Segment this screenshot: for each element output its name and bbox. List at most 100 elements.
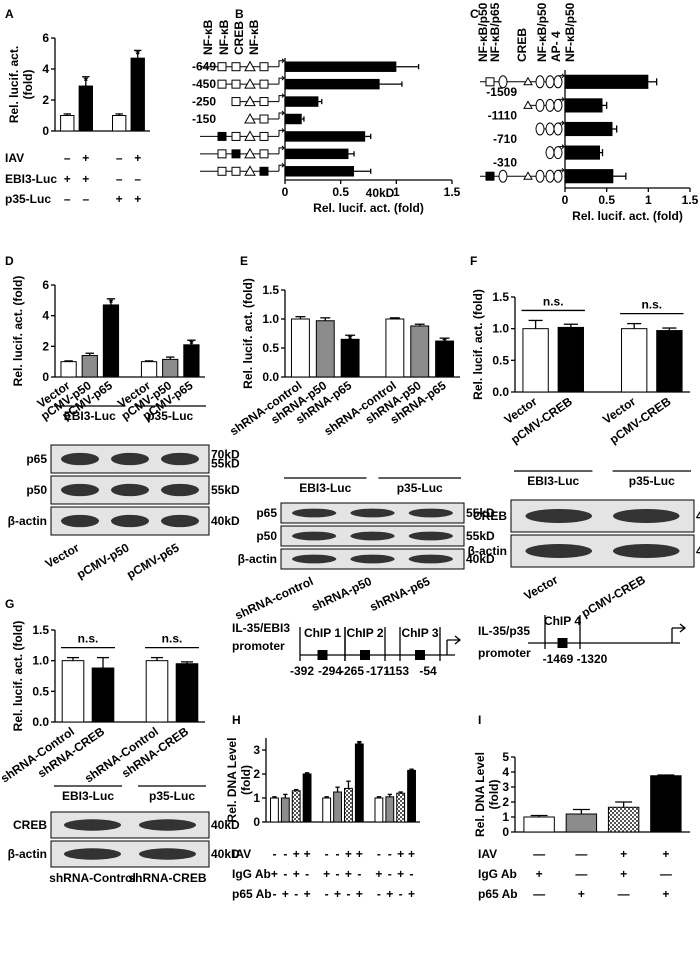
sign: - bbox=[410, 867, 414, 881]
site-box bbox=[259, 149, 269, 159]
x-tick-label: 0.5 bbox=[332, 185, 349, 199]
sign: - bbox=[336, 847, 340, 861]
panel-label: H bbox=[232, 713, 241, 727]
blot-band bbox=[408, 531, 454, 541]
promoter-title: IL-35/EBI3 bbox=[232, 621, 290, 635]
y-axis-label: Rel. DNA Level bbox=[473, 752, 487, 837]
x-tick-label: 1 bbox=[393, 185, 400, 199]
blot-marker: 55kD bbox=[211, 483, 240, 497]
bar bbox=[78, 85, 93, 132]
bar bbox=[60, 361, 77, 378]
bar bbox=[285, 148, 349, 160]
y-tick-label: 1.5 bbox=[262, 283, 279, 297]
sign: + bbox=[408, 887, 415, 901]
sign: + bbox=[356, 887, 363, 901]
site-triangle bbox=[244, 165, 256, 176]
bar bbox=[91, 667, 115, 723]
blot-band bbox=[161, 483, 199, 497]
significance-label: n.s. bbox=[78, 632, 99, 646]
lane-label: pCMV-p50 bbox=[74, 540, 132, 581]
row-label: -450 bbox=[192, 77, 216, 91]
site-oval bbox=[545, 146, 555, 160]
group-label: EBI3-Luc bbox=[64, 409, 116, 423]
sign-row-label: IgG Ab bbox=[232, 867, 271, 881]
sign: + bbox=[293, 867, 300, 881]
bar bbox=[145, 660, 169, 723]
sign: + bbox=[134, 192, 141, 206]
bar bbox=[285, 78, 380, 90]
construct-arrow bbox=[278, 75, 285, 85]
sign: + bbox=[293, 847, 300, 861]
site-box bbox=[231, 149, 241, 159]
site-triangle bbox=[244, 112, 256, 124]
x-tick-label: 1.5 bbox=[444, 185, 461, 199]
site-oval bbox=[545, 122, 555, 136]
site-oval bbox=[535, 122, 545, 136]
sign: – bbox=[64, 192, 71, 206]
y-tick-label: 0 bbox=[253, 815, 260, 829]
y-tick-label: 6 bbox=[42, 31, 49, 45]
site-oval bbox=[545, 169, 555, 183]
site-oval bbox=[553, 146, 563, 160]
blot-band bbox=[408, 508, 454, 518]
position-label: -171 bbox=[366, 664, 390, 678]
binding-site bbox=[317, 650, 328, 660]
sign: — bbox=[533, 887, 545, 901]
bar bbox=[290, 318, 310, 378]
panel-label: F bbox=[470, 254, 477, 268]
lane-label: shRNA-CREB bbox=[129, 871, 207, 885]
construct-arrow bbox=[278, 58, 285, 67]
blot-row-label: CREB bbox=[13, 818, 47, 832]
chip-label: ChIP 2 bbox=[346, 626, 383, 640]
site-box bbox=[231, 62, 241, 72]
significance-label: n.s. bbox=[162, 632, 183, 646]
bar bbox=[396, 792, 406, 823]
sign: + bbox=[116, 192, 123, 206]
blot-band bbox=[64, 819, 121, 831]
site-label: CREB bbox=[232, 21, 246, 55]
sign-row-label: IAV bbox=[232, 847, 251, 861]
site-oval bbox=[545, 98, 555, 112]
panel-label: B bbox=[235, 7, 244, 21]
x-tick-label: 0 bbox=[282, 185, 289, 199]
site-label: NF-κB/p50 bbox=[476, 2, 490, 62]
binding-site bbox=[415, 650, 425, 660]
bar bbox=[565, 145, 600, 160]
sign: — bbox=[618, 887, 630, 901]
lane-label: shRNA-p50 bbox=[309, 574, 374, 614]
promoter-title: IL-35/p35 bbox=[478, 624, 530, 638]
site-triangle bbox=[523, 76, 533, 86]
blot-band bbox=[292, 508, 337, 518]
site-triangle bbox=[244, 95, 256, 107]
lane-label: pCMV-p65 bbox=[124, 540, 182, 581]
blot-row-label: β-actin bbox=[8, 514, 47, 528]
blot-band bbox=[525, 543, 592, 559]
y-axis-label: Rel. lucif. act. (fold) bbox=[241, 278, 255, 389]
site-label: NF-κB/p50 bbox=[563, 2, 577, 62]
sign-row-label: p35-Luc bbox=[5, 192, 51, 206]
y-axis-label: Rel. lucif. act. (fold) bbox=[11, 621, 25, 732]
y-tick-label: 0 bbox=[502, 825, 509, 839]
site-oval bbox=[553, 98, 563, 112]
site-box bbox=[217, 166, 227, 176]
sign-row-label: IAV bbox=[5, 151, 24, 165]
site-box bbox=[259, 97, 269, 107]
position-label: -1469 bbox=[543, 652, 574, 666]
sign: + bbox=[334, 887, 341, 901]
row-label: -710 bbox=[493, 132, 517, 146]
group-label: p35-Luc bbox=[147, 409, 193, 423]
y-tick-label: 0.0 bbox=[492, 385, 509, 399]
bar bbox=[60, 115, 75, 132]
blot-marker: 70kD bbox=[211, 447, 240, 461]
position-label: -294 bbox=[318, 664, 342, 678]
y-tick-label: 0.5 bbox=[262, 341, 279, 355]
y-tick-label: 6 bbox=[42, 278, 49, 292]
bar bbox=[130, 57, 145, 132]
sign: + bbox=[323, 867, 330, 881]
lane-label: shRNA-control bbox=[233, 574, 316, 622]
site-label: NF-κB bbox=[247, 19, 261, 55]
blot-band bbox=[61, 483, 99, 497]
sign: - bbox=[388, 847, 392, 861]
y-tick-label: 0.0 bbox=[262, 370, 279, 384]
sign: - bbox=[294, 887, 298, 901]
